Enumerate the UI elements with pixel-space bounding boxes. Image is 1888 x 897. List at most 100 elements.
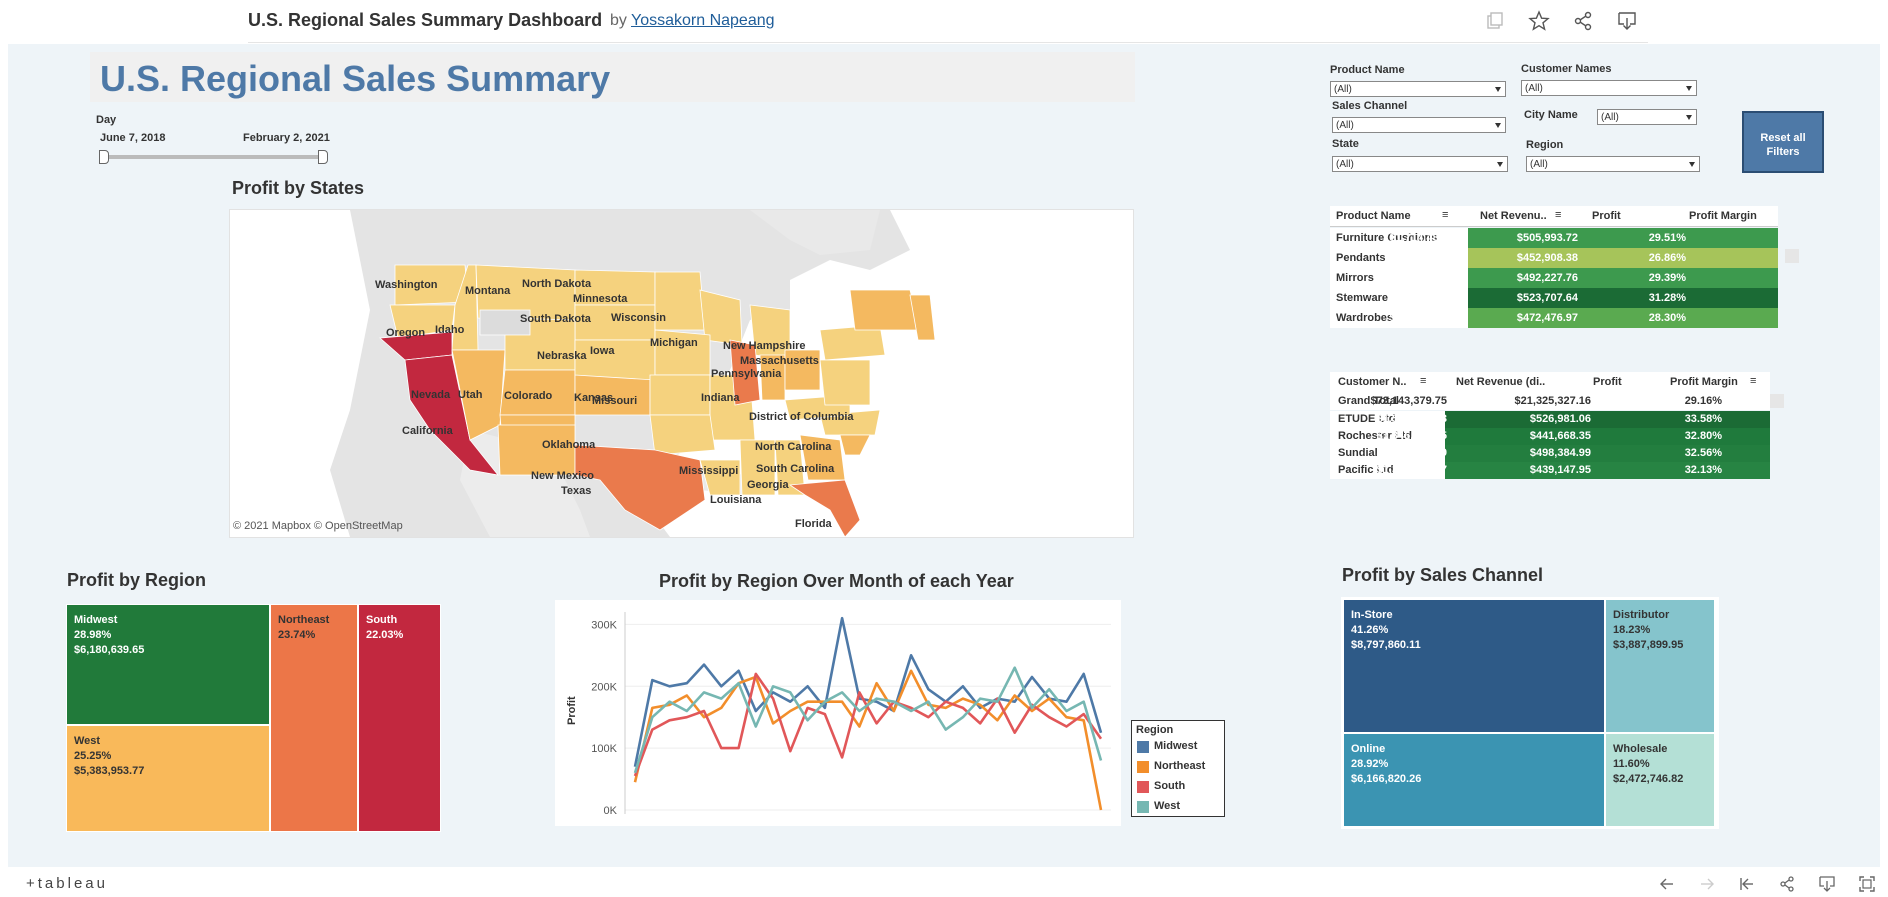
- treemap-tile-distributor[interactable]: Distributor 18.23% $3,887,899.95: [1605, 599, 1715, 733]
- reset-view-icon[interactable]: [1738, 875, 1756, 893]
- state-shape-oklahoma[interactable]: [649, 414, 716, 456]
- sort-icon[interactable]: ≡: [1555, 209, 1562, 221]
- author-link[interactable]: Yossakorn Napeang: [631, 12, 775, 29]
- customer-row[interactable]: Sundial $1,530,633.09 $498,384.99 32.56%: [1330, 445, 1770, 462]
- state-shape-oregon[interactable]: [389, 304, 456, 339]
- tile-name: Midwest: [74, 614, 118, 626]
- product-name: Furniture Cushions: [1336, 232, 1438, 244]
- region-dropdown[interactable]: (All): [1526, 156, 1700, 172]
- state-shape-virginia[interactable]: [819, 359, 871, 406]
- product-row[interactable]: Pendants $1,686,453.15 $452,908.38 26.86%: [1330, 248, 1778, 268]
- chevron-down-icon: [1495, 87, 1501, 92]
- state-shape-illinois[interactable]: [729, 339, 761, 406]
- customer-row[interactable]: ETUDE Ltd $1,569,467.63 $526,981.06 33.58%: [1330, 411, 1770, 428]
- product-row[interactable]: Mirrors $1,675,033.83 $492,227.76 29.39%: [1330, 268, 1778, 288]
- product-table[interactable]: Product Name ≡ Net Revenu.. ≡ Profit Pro…: [1330, 206, 1799, 336]
- product-row[interactable]: Stemware $1,674,013.42 $523,707.64 31.28%: [1330, 288, 1778, 308]
- share-icon[interactable]: [1572, 10, 1594, 32]
- product-revenue: $1,714,489.47: [1389, 232, 1460, 244]
- state-shape-mississippi[interactable]: [739, 439, 776, 496]
- state-label: Kansas: [574, 392, 613, 404]
- treemap-tile-south[interactable]: South 22.03%: [358, 604, 441, 832]
- back-icon[interactable]: [1658, 875, 1676, 893]
- state-labels: Washington Montana North Dakota Minnesota Or…: [375, 278, 854, 530]
- forward-icon[interactable]: [1698, 875, 1716, 893]
- state-shape-louisiana[interactable]: [699, 459, 741, 496]
- state-shape-south-carolina[interactable]: [839, 434, 871, 456]
- product-profit: $523,707.64: [1516, 292, 1578, 304]
- state-label: Utah: [458, 389, 483, 401]
- download-icon[interactable]: [1818, 875, 1836, 893]
- treemap-tile-northeast[interactable]: Northeast 23.74%: [270, 604, 358, 832]
- state-shape-idaho[interactable]: [451, 264, 479, 351]
- customer-header-profit: Profit: [1593, 376, 1622, 388]
- product-margin: 26.86%: [1648, 252, 1686, 264]
- y-tick-label: 200K: [591, 681, 617, 693]
- sort-icon[interactable]: ≡: [1442, 209, 1449, 221]
- profit-by-states-map[interactable]: Washington Montana North Dakota Minnesota Or…: [229, 209, 1134, 538]
- city-name-dropdown[interactable]: (All): [1597, 109, 1697, 125]
- customer-names-dropdown[interactable]: (All): [1521, 80, 1697, 96]
- region-value: (All): [1530, 159, 1548, 170]
- state-label: North Carolina: [755, 441, 832, 453]
- state-shape-texas[interactable]: [574, 444, 706, 531]
- state-shape-california[interactable]: [404, 354, 499, 476]
- customer-profit: $498,384.99: [1529, 447, 1591, 459]
- chevron-down-icon: [1495, 123, 1501, 128]
- state-label: Montana: [465, 285, 511, 297]
- product-name: Wardrobes: [1336, 312, 1394, 324]
- line-chart[interactable]: 300K 200K 100K 0K Profit: [555, 600, 1121, 826]
- state-label: Missouri: [592, 395, 637, 407]
- state-shape-arizona[interactable]: [497, 424, 576, 476]
- sales-channel-dropdown[interactable]: (All): [1332, 117, 1506, 133]
- day-slider-track[interactable]: [103, 155, 325, 159]
- day-slider-start-handle[interactable]: [99, 150, 109, 164]
- reset-filters-button[interactable]: Reset all Filters: [1742, 111, 1824, 173]
- state-shape-ohio[interactable]: [784, 349, 821, 391]
- y-tick-label: 100K: [591, 743, 617, 755]
- chevron-down-icon: [1686, 86, 1692, 91]
- channel-treemap[interactable]: In-Store 41.26% $8,797,860.11 Distributor 1…: [1341, 597, 1719, 829]
- state-label: Indiana: [701, 392, 740, 404]
- sort-icon[interactable]: ≡: [1750, 375, 1757, 387]
- state-shape-new-york[interactable]: [849, 289, 921, 331]
- state-shape-new-england[interactable]: [909, 294, 936, 341]
- treemap-tile-in-store[interactable]: In-Store 41.26% $8,797,860.11: [1343, 599, 1605, 733]
- state-shape-nebraska[interactable]: [574, 339, 656, 381]
- day-slider-end-handle[interactable]: [318, 150, 328, 164]
- customer-row[interactable]: Pacific Ltd $1,366,847.57 $439,147.95 32.13…: [1330, 462, 1770, 479]
- state-label: South Dakota: [520, 313, 592, 325]
- region-treemap[interactable]: Midwest 28.98% $6,180,639.65 West 25.25% $5,…: [66, 604, 441, 832]
- tile-name: Wholesale: [1613, 743, 1668, 755]
- legend-swatch: [1137, 781, 1149, 793]
- download-icon[interactable]: [1616, 10, 1638, 32]
- state-label: North Dakota: [522, 278, 592, 290]
- table-scrollbar[interactable]: [1770, 394, 1784, 408]
- treemap-tile-midwest[interactable]: Midwest 28.98% $6,180,639.65: [66, 604, 270, 725]
- sort-icon[interactable]: ≡: [1420, 375, 1427, 387]
- region-legend[interactable]: Region Midwest Northeast South West: [1131, 720, 1225, 817]
- treemap-tile-online[interactable]: Online 28.92% $6,166,820.26: [1343, 733, 1605, 827]
- series-line-south: [633, 672, 1103, 777]
- share-icon[interactable]: [1778, 875, 1796, 893]
- treemap-tile-west[interactable]: West 25.25% $5,383,953.77: [66, 725, 270, 832]
- product-name-filter-label: Product Name: [1330, 64, 1405, 76]
- state-dropdown[interactable]: (All): [1332, 156, 1508, 172]
- product-header-margin: Profit Margin: [1689, 210, 1757, 222]
- fullscreen-icon[interactable]: [1858, 875, 1876, 893]
- treemap-tile-wholesale[interactable]: Wholesale 11.60% $2,472,746.82: [1605, 733, 1715, 827]
- table-scrollbar[interactable]: [1785, 249, 1799, 263]
- product-row[interactable]: Furniture Cushions $1,714,489.47 $505,993.…: [1330, 228, 1778, 248]
- product-row[interactable]: Wardrobes $1,669,422.92 $472,476.97 28.30%: [1330, 308, 1778, 328]
- product-name: Mirrors: [1336, 272, 1374, 284]
- state-label: New Mexico: [531, 470, 594, 482]
- state-shape-wyoming-grey[interactable]: [479, 309, 531, 336]
- tableau-logo[interactable]: +tableau: [26, 875, 108, 892]
- copy-icon[interactable]: [1484, 10, 1506, 32]
- state-label: Michigan: [650, 337, 698, 349]
- customer-table[interactable]: Customer N.. ≡ Net Revenue (di.. Profit …: [1330, 372, 1784, 487]
- product-name-dropdown[interactable]: (All): [1330, 81, 1506, 97]
- legend-label: West: [1154, 800, 1181, 812]
- star-icon[interactable]: [1528, 10, 1550, 32]
- customer-row[interactable]: Rochester Ltd $1,346,355.95 $441,668.35 32.…: [1330, 428, 1770, 445]
